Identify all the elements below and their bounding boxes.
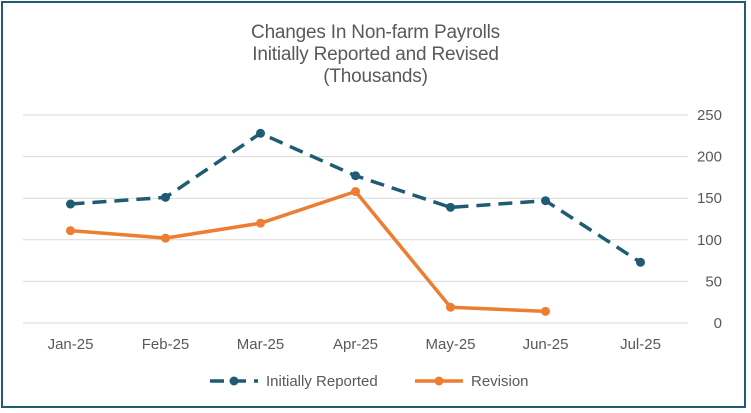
chart-frame [1, 1, 746, 408]
revision-point [256, 218, 265, 228]
x-tick-label: Feb-25 [142, 336, 190, 353]
y-tick-label: 50 [705, 273, 722, 290]
initially-reported-point [541, 196, 550, 206]
y-axis-ticks: 0 50 100 150 200 250 [697, 107, 722, 332]
revision-point [66, 226, 75, 236]
x-tick-label: Apr-25 [333, 336, 378, 353]
legend-item-revision: Revision [415, 373, 529, 390]
revision-point [161, 233, 170, 243]
revision-point [541, 306, 550, 316]
x-axis-ticks: Jan-25 Feb-25 Mar-25 Apr-25 May-25 Jun-25 Jul-… [48, 336, 661, 353]
chart-title-line-2: Initially Reported and Revised [252, 44, 499, 65]
chart-title: Changes In Non-farm Payrolls Initially R… [0, 22, 751, 88]
legend: Initially Reported Revision [210, 373, 529, 390]
revision-point [351, 187, 360, 197]
legend-marker-revision [434, 376, 444, 386]
y-tick-label: 150 [697, 190, 722, 207]
initially-reported-point [636, 257, 645, 267]
initially-reported-point [351, 171, 360, 181]
initially-reported-point [256, 128, 265, 138]
y-tick-label: 200 [697, 149, 722, 166]
x-tick-label: Mar-25 [237, 336, 285, 353]
legend-label-revision: Revision [471, 373, 529, 390]
initially-reported-point [161, 192, 170, 202]
y-tick-label: 0 [714, 315, 722, 332]
chart-title-line-3: (Thousands) [323, 66, 428, 87]
initially-reported-point [66, 199, 75, 209]
y-tick-label: 250 [697, 107, 722, 124]
chart-title-line-1: Changes In Non-farm Payrolls [251, 22, 500, 43]
x-tick-label: Jun-25 [523, 336, 569, 353]
x-tick-label: Jul-25 [620, 336, 661, 353]
x-tick-label: Jan-25 [48, 336, 94, 353]
revision-line [68, 189, 548, 314]
legend-item-initially-reported: Initially Reported [210, 373, 378, 390]
revision-point [446, 302, 455, 312]
y-tick-label: 100 [697, 232, 722, 249]
legend-label-initially-reported: Initially Reported [266, 373, 378, 390]
legend-marker-initially-reported [229, 376, 239, 386]
x-tick-label: May-25 [425, 336, 475, 353]
gridlines [23, 114, 688, 324]
initially-reported-point [446, 202, 455, 212]
series-lines [66, 128, 645, 316]
